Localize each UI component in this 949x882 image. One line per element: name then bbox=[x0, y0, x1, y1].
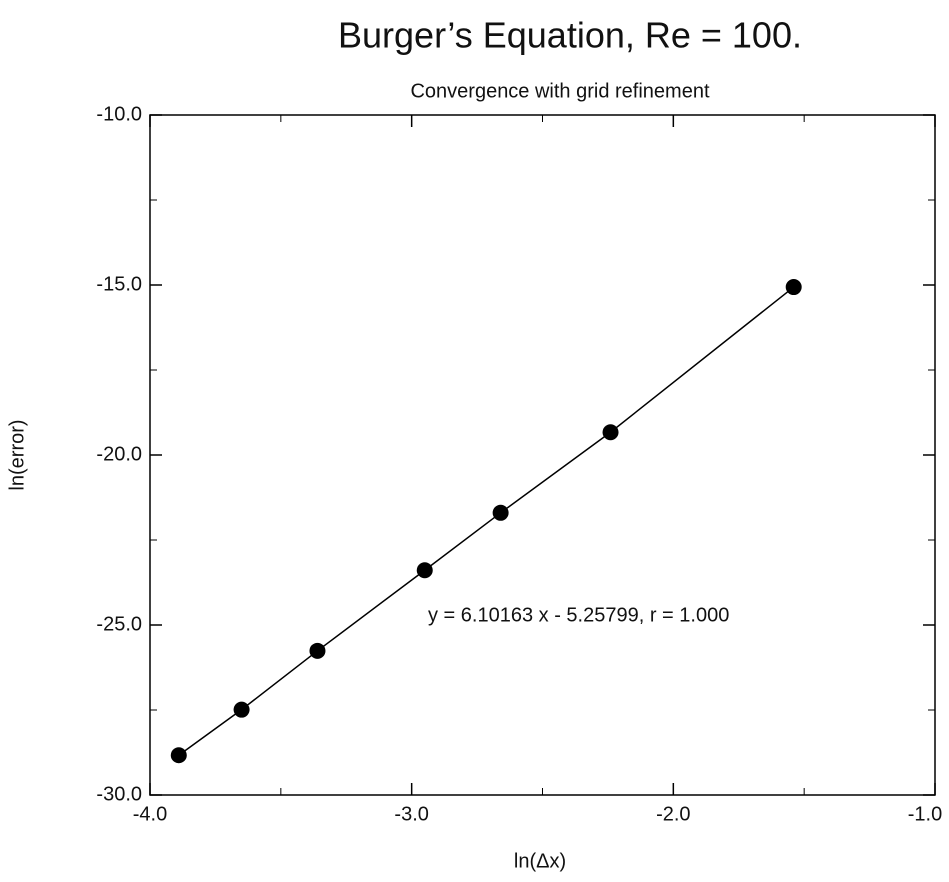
x-axis-label: ln(Δx) bbox=[514, 850, 566, 872]
y-tick-label: -10.0 bbox=[96, 103, 142, 125]
y-tick-label: -20.0 bbox=[96, 443, 142, 465]
data-point bbox=[233, 701, 250, 718]
chart-subtitle: Convergence with grid refinement bbox=[410, 80, 709, 102]
y-axis-label: ln(error) bbox=[6, 419, 28, 490]
data-point bbox=[492, 504, 509, 521]
y-tick-label: -25.0 bbox=[96, 613, 142, 635]
annotation: y = 6.10163 x - 5.25799, r = 1.000 bbox=[428, 604, 729, 626]
data-point bbox=[170, 747, 187, 764]
y-tick-label: -30.0 bbox=[96, 783, 142, 805]
data-point bbox=[416, 562, 433, 579]
data-point bbox=[309, 642, 326, 659]
x-tick-label: -4.0 bbox=[133, 803, 167, 825]
data-point bbox=[602, 424, 619, 441]
y-tick-label: -15.0 bbox=[96, 273, 142, 295]
data-point bbox=[785, 279, 802, 296]
x-tick-label: -1.0 bbox=[908, 803, 942, 825]
x-tick-label: -2.0 bbox=[656, 803, 690, 825]
chart-title: Burger’s Equation, Re = 100. bbox=[338, 15, 802, 56]
x-tick-label: -3.0 bbox=[394, 803, 428, 825]
